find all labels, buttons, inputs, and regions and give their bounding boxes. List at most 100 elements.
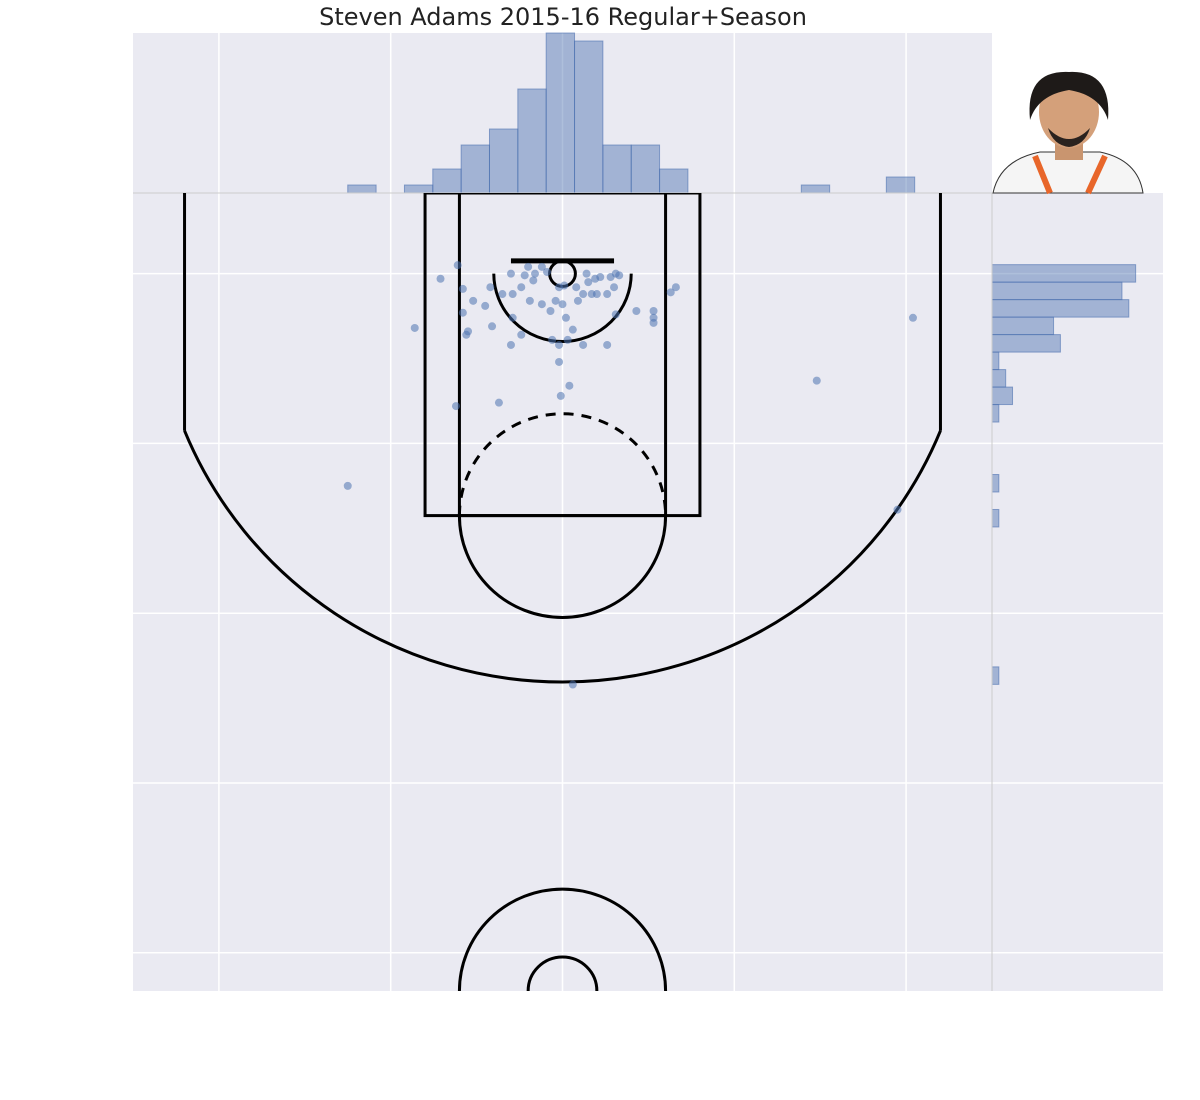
shot-point [610,283,619,292]
shot-point [568,680,577,689]
shot-point [506,269,515,278]
histogram-bar [991,666,1000,685]
shot-point [537,262,546,271]
hair [1029,71,1109,120]
jersey-trim [1032,154,1108,195]
shot-point [555,340,564,349]
shot-point [649,307,658,316]
shot-point [596,273,605,282]
histogram-bar [602,144,632,194]
shot-point [486,283,495,292]
shot-point [524,262,533,271]
shot-point [537,300,546,309]
court [183,193,942,991]
shot-point [517,283,526,292]
shot-point [506,340,515,349]
histogram-bar [517,88,547,194]
shot-point [632,307,641,316]
shot-point [561,313,570,322]
court-circle [457,887,668,991]
court-arc [457,515,668,619]
histogram-bar [991,508,1000,528]
shot-point [531,269,540,278]
shot-point [508,313,517,322]
shot-point [529,276,538,285]
court-arc [183,430,942,684]
shot-point [458,308,467,317]
shot-point [611,310,620,319]
shot-point [573,296,582,305]
shot-point [488,322,497,331]
shot-point [556,391,565,400]
shot-point [481,301,490,310]
shot-point [582,269,591,278]
jersey [992,151,1144,194]
histogram-bar [991,299,1130,318]
shot-point [498,290,507,299]
histogram-bar [991,474,1000,493]
shot-point [615,271,624,280]
chart-title: Steven Adams 2015-16 Regular+Season [319,3,807,31]
shot-point [565,381,574,390]
shot-point [551,296,560,305]
shot-point [508,290,517,299]
histogram-bar [545,32,576,194]
histogram-bar [432,168,462,194]
shot-point [579,290,588,299]
player-photo [992,60,1144,195]
histogram-bar [488,128,519,194]
shot-point [410,323,419,332]
histogram-bar [659,168,689,194]
histogram-bar [800,184,831,194]
histogram-bar [574,40,604,194]
histogram-bar [885,176,916,194]
histogram-bar [630,144,661,194]
shot-point [563,335,572,344]
shot-point [517,330,526,339]
shot-point [666,288,675,297]
histogram-bar [991,264,1137,283]
shot-point [592,290,601,299]
shot-point [584,278,593,287]
histogram-bar [991,334,1061,353]
court-box [457,193,668,518]
shot-point [603,340,612,349]
shot-point [436,274,445,283]
court-arc [457,412,668,516]
shot-point [462,330,471,339]
histogram-bar [403,184,434,194]
beard [1048,128,1090,147]
histogram-bar [991,369,1007,388]
shot-point [893,505,902,514]
shot-point [603,290,612,299]
points [343,261,917,689]
shot-point [469,296,478,305]
shot-point [649,318,658,327]
shot-point [525,296,534,305]
histogram-bar [991,351,1000,371]
shot-point [572,283,581,292]
court-circle [526,955,599,991]
shot-point [458,284,467,293]
shot-point [453,261,462,270]
shot-point [548,335,557,344]
histogram-bar [991,386,1014,406]
shot-point [555,357,564,366]
histogram-bar [991,404,1000,423]
shot-point [558,300,567,309]
histogram-bar [460,144,490,194]
shot-point [579,340,588,349]
histogram-bar [991,281,1123,301]
shot-point [520,271,529,280]
shot-point [546,307,555,316]
shot-point [568,325,577,334]
shot-point [671,283,680,292]
shot-point [555,283,564,292]
shot-point [812,376,821,385]
histogram-bar [991,316,1055,336]
histograms [133,32,1137,991]
shot-point [451,402,460,411]
shot-point [908,313,917,322]
